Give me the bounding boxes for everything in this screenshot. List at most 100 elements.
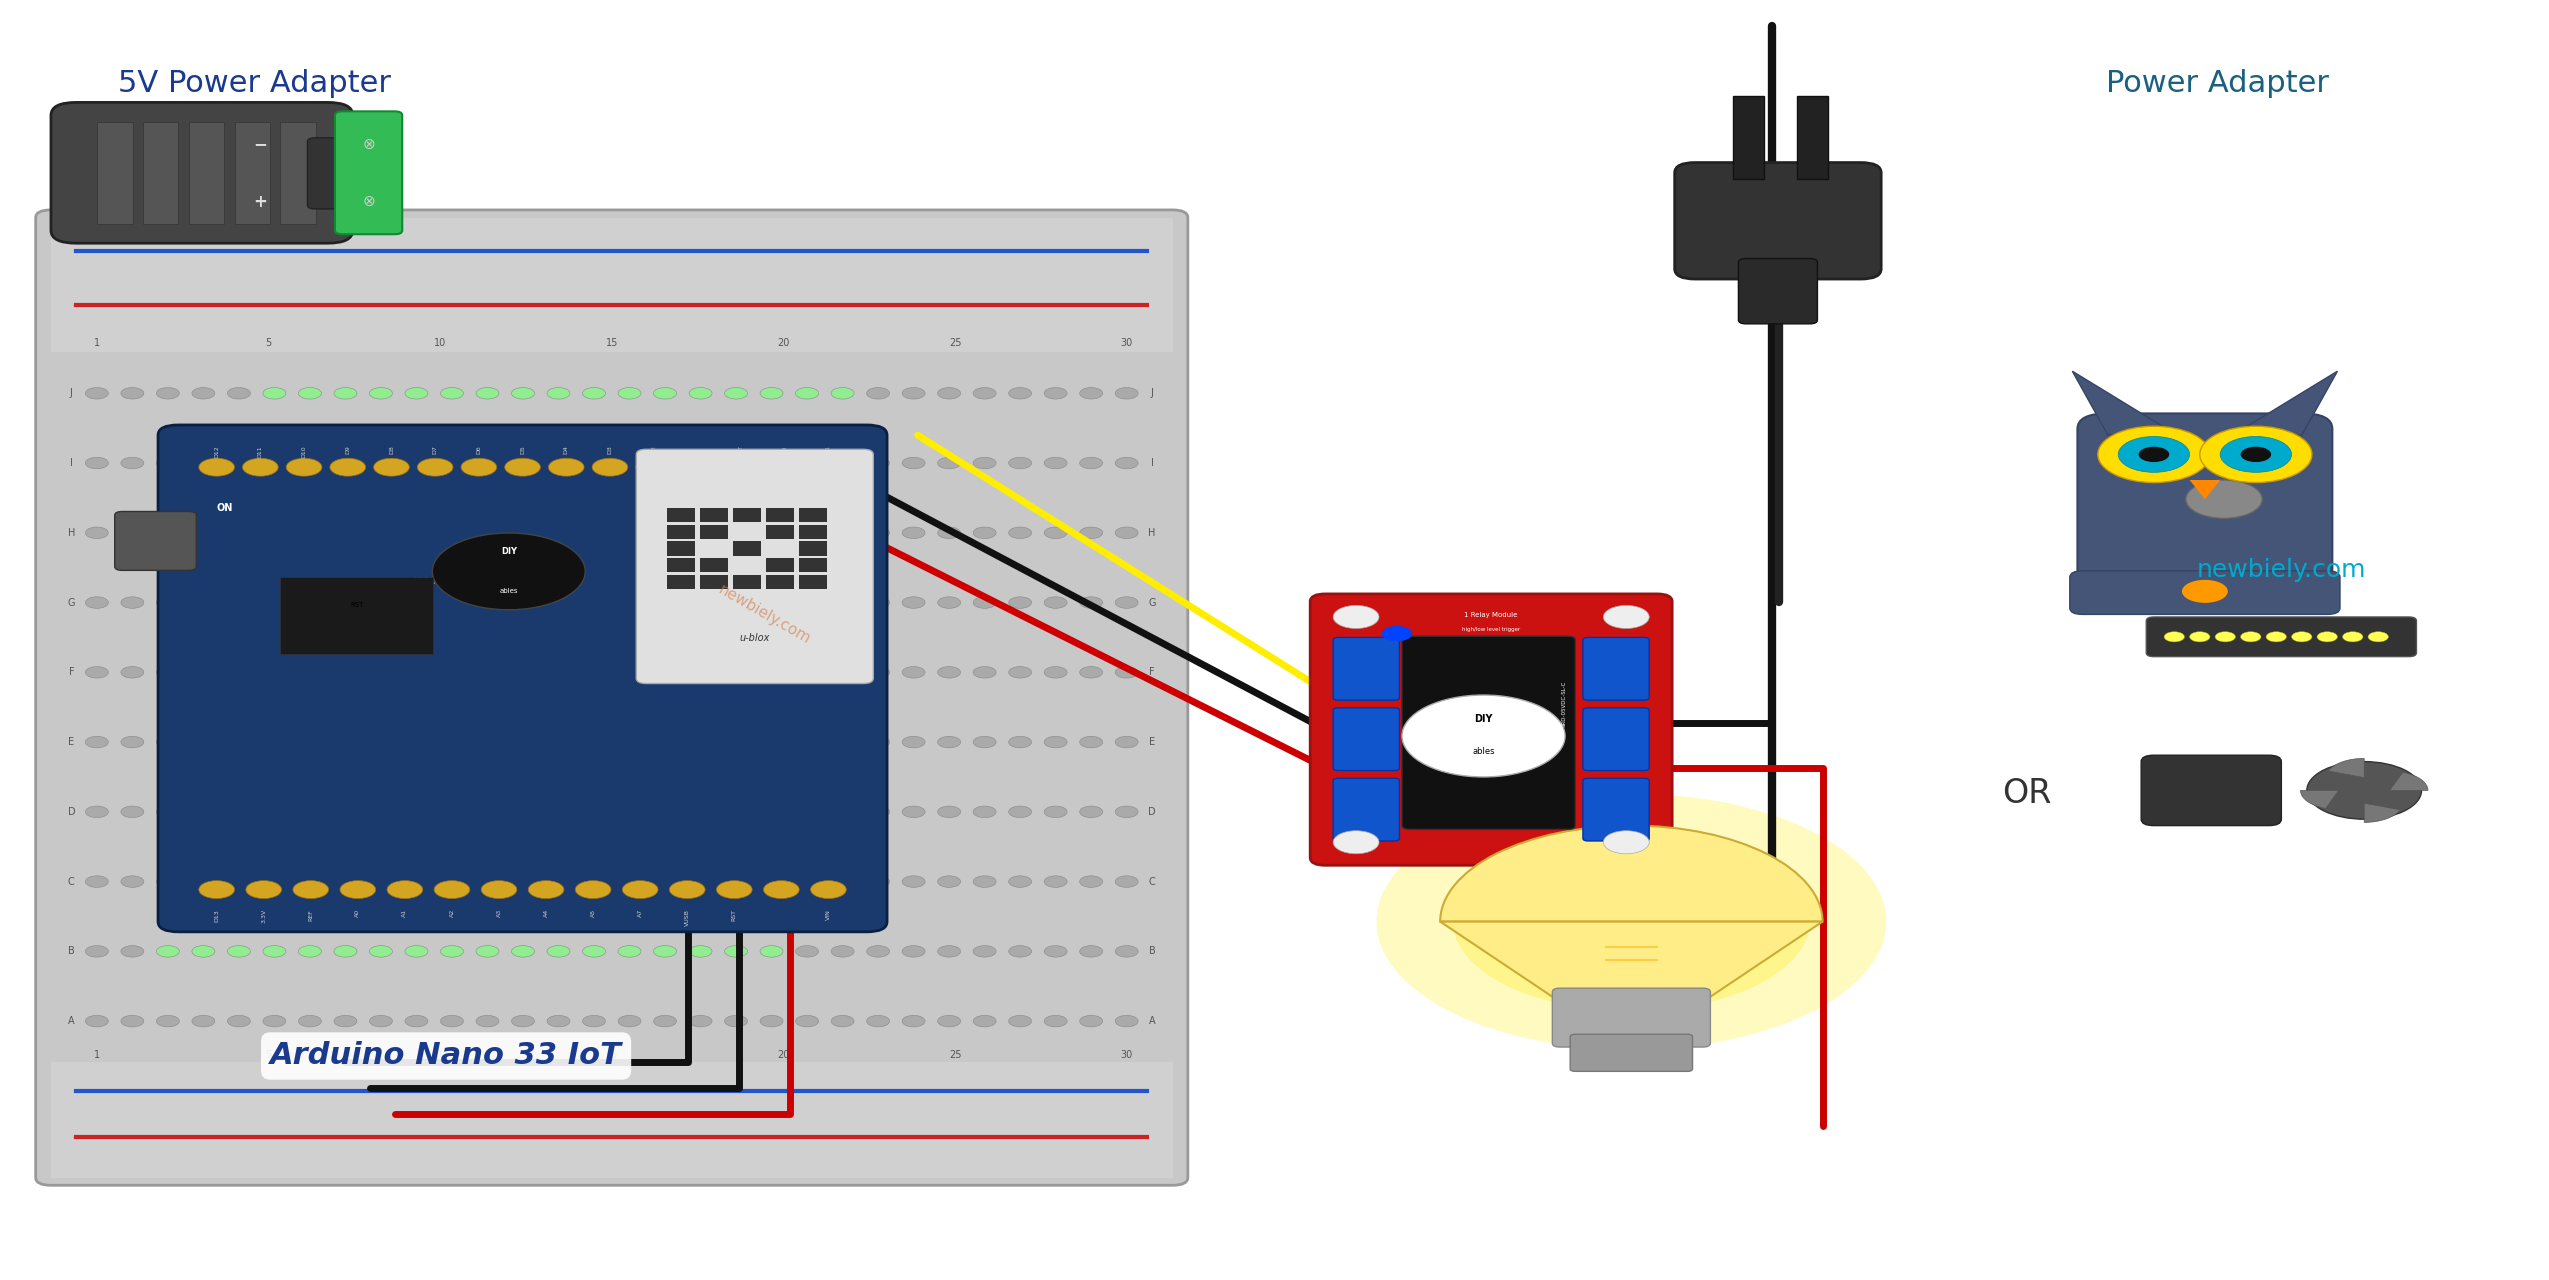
FancyBboxPatch shape bbox=[637, 449, 874, 684]
Text: ables: ables bbox=[500, 588, 517, 594]
FancyBboxPatch shape bbox=[1310, 594, 1672, 865]
Circle shape bbox=[263, 1015, 285, 1027]
Circle shape bbox=[938, 736, 961, 748]
Circle shape bbox=[191, 876, 214, 887]
Circle shape bbox=[370, 876, 393, 887]
Text: u-blox: u-blox bbox=[739, 634, 770, 643]
Circle shape bbox=[120, 667, 143, 678]
FancyBboxPatch shape bbox=[1738, 259, 1817, 324]
Circle shape bbox=[120, 806, 143, 818]
Circle shape bbox=[227, 736, 250, 748]
Circle shape bbox=[155, 527, 178, 539]
Bar bbox=[668, 525, 696, 539]
Circle shape bbox=[512, 806, 535, 818]
Circle shape bbox=[584, 457, 607, 468]
Circle shape bbox=[370, 1015, 393, 1027]
Circle shape bbox=[1116, 457, 1137, 468]
Circle shape bbox=[653, 457, 675, 468]
Text: RST: RST bbox=[349, 603, 365, 608]
Text: REF: REF bbox=[308, 909, 314, 920]
Circle shape bbox=[263, 667, 285, 678]
Circle shape bbox=[1081, 806, 1104, 818]
Circle shape bbox=[576, 881, 612, 899]
Wedge shape bbox=[2363, 804, 2401, 823]
Circle shape bbox=[795, 457, 818, 468]
Circle shape bbox=[528, 881, 563, 899]
Circle shape bbox=[974, 667, 997, 678]
Circle shape bbox=[795, 946, 818, 957]
Circle shape bbox=[2266, 632, 2286, 643]
Circle shape bbox=[155, 596, 178, 608]
Circle shape bbox=[512, 667, 535, 678]
Circle shape bbox=[433, 532, 586, 609]
Circle shape bbox=[191, 946, 214, 957]
Circle shape bbox=[1081, 1015, 1104, 1027]
Circle shape bbox=[334, 1015, 357, 1027]
Circle shape bbox=[2343, 632, 2363, 643]
Circle shape bbox=[2184, 480, 2264, 518]
Circle shape bbox=[974, 876, 997, 887]
Circle shape bbox=[584, 946, 607, 957]
Circle shape bbox=[433, 881, 469, 899]
Circle shape bbox=[441, 1015, 464, 1027]
Circle shape bbox=[653, 1015, 675, 1027]
Circle shape bbox=[688, 946, 711, 957]
Circle shape bbox=[617, 876, 640, 887]
Circle shape bbox=[512, 457, 535, 468]
Circle shape bbox=[120, 388, 143, 399]
Text: A2: A2 bbox=[449, 909, 454, 916]
Circle shape bbox=[548, 1015, 571, 1027]
Circle shape bbox=[760, 527, 783, 539]
Bar bbox=[701, 508, 729, 522]
Circle shape bbox=[120, 946, 143, 957]
Circle shape bbox=[2139, 447, 2169, 462]
Bar bbox=[767, 525, 795, 539]
Circle shape bbox=[512, 876, 535, 887]
Polygon shape bbox=[1440, 922, 1823, 998]
Circle shape bbox=[760, 388, 783, 399]
Circle shape bbox=[2307, 762, 2422, 819]
Circle shape bbox=[405, 736, 428, 748]
Text: C: C bbox=[1150, 877, 1155, 887]
Text: 5: 5 bbox=[265, 338, 273, 348]
Text: RST: RST bbox=[739, 445, 744, 457]
Circle shape bbox=[831, 1015, 854, 1027]
Circle shape bbox=[405, 388, 428, 399]
Circle shape bbox=[199, 881, 235, 899]
Text: 25: 25 bbox=[948, 338, 961, 348]
FancyBboxPatch shape bbox=[1583, 708, 1649, 771]
Circle shape bbox=[724, 736, 747, 748]
Bar bbox=[189, 122, 224, 224]
Circle shape bbox=[477, 736, 500, 748]
Circle shape bbox=[974, 527, 997, 539]
Text: F: F bbox=[1150, 667, 1155, 677]
Circle shape bbox=[1116, 876, 1137, 887]
FancyBboxPatch shape bbox=[2070, 571, 2340, 614]
Circle shape bbox=[191, 736, 214, 748]
Circle shape bbox=[2220, 436, 2292, 472]
Circle shape bbox=[1376, 794, 1886, 1050]
Circle shape bbox=[617, 667, 640, 678]
Circle shape bbox=[298, 876, 321, 887]
Text: 25: 25 bbox=[948, 1050, 961, 1060]
Circle shape bbox=[1081, 736, 1104, 748]
Circle shape bbox=[512, 1015, 535, 1027]
Circle shape bbox=[584, 527, 607, 539]
Circle shape bbox=[795, 1015, 818, 1027]
Circle shape bbox=[155, 388, 178, 399]
Text: ON: ON bbox=[217, 503, 232, 513]
Circle shape bbox=[227, 667, 250, 678]
Circle shape bbox=[584, 736, 607, 748]
Circle shape bbox=[902, 667, 925, 678]
Circle shape bbox=[688, 388, 711, 399]
Circle shape bbox=[2241, 447, 2271, 462]
Circle shape bbox=[867, 876, 890, 887]
Circle shape bbox=[1116, 388, 1137, 399]
Circle shape bbox=[1045, 876, 1068, 887]
Bar bbox=[668, 541, 696, 556]
Circle shape bbox=[263, 388, 285, 399]
Text: C: C bbox=[69, 877, 74, 887]
Circle shape bbox=[724, 667, 747, 678]
Circle shape bbox=[120, 736, 143, 748]
Circle shape bbox=[811, 881, 846, 899]
